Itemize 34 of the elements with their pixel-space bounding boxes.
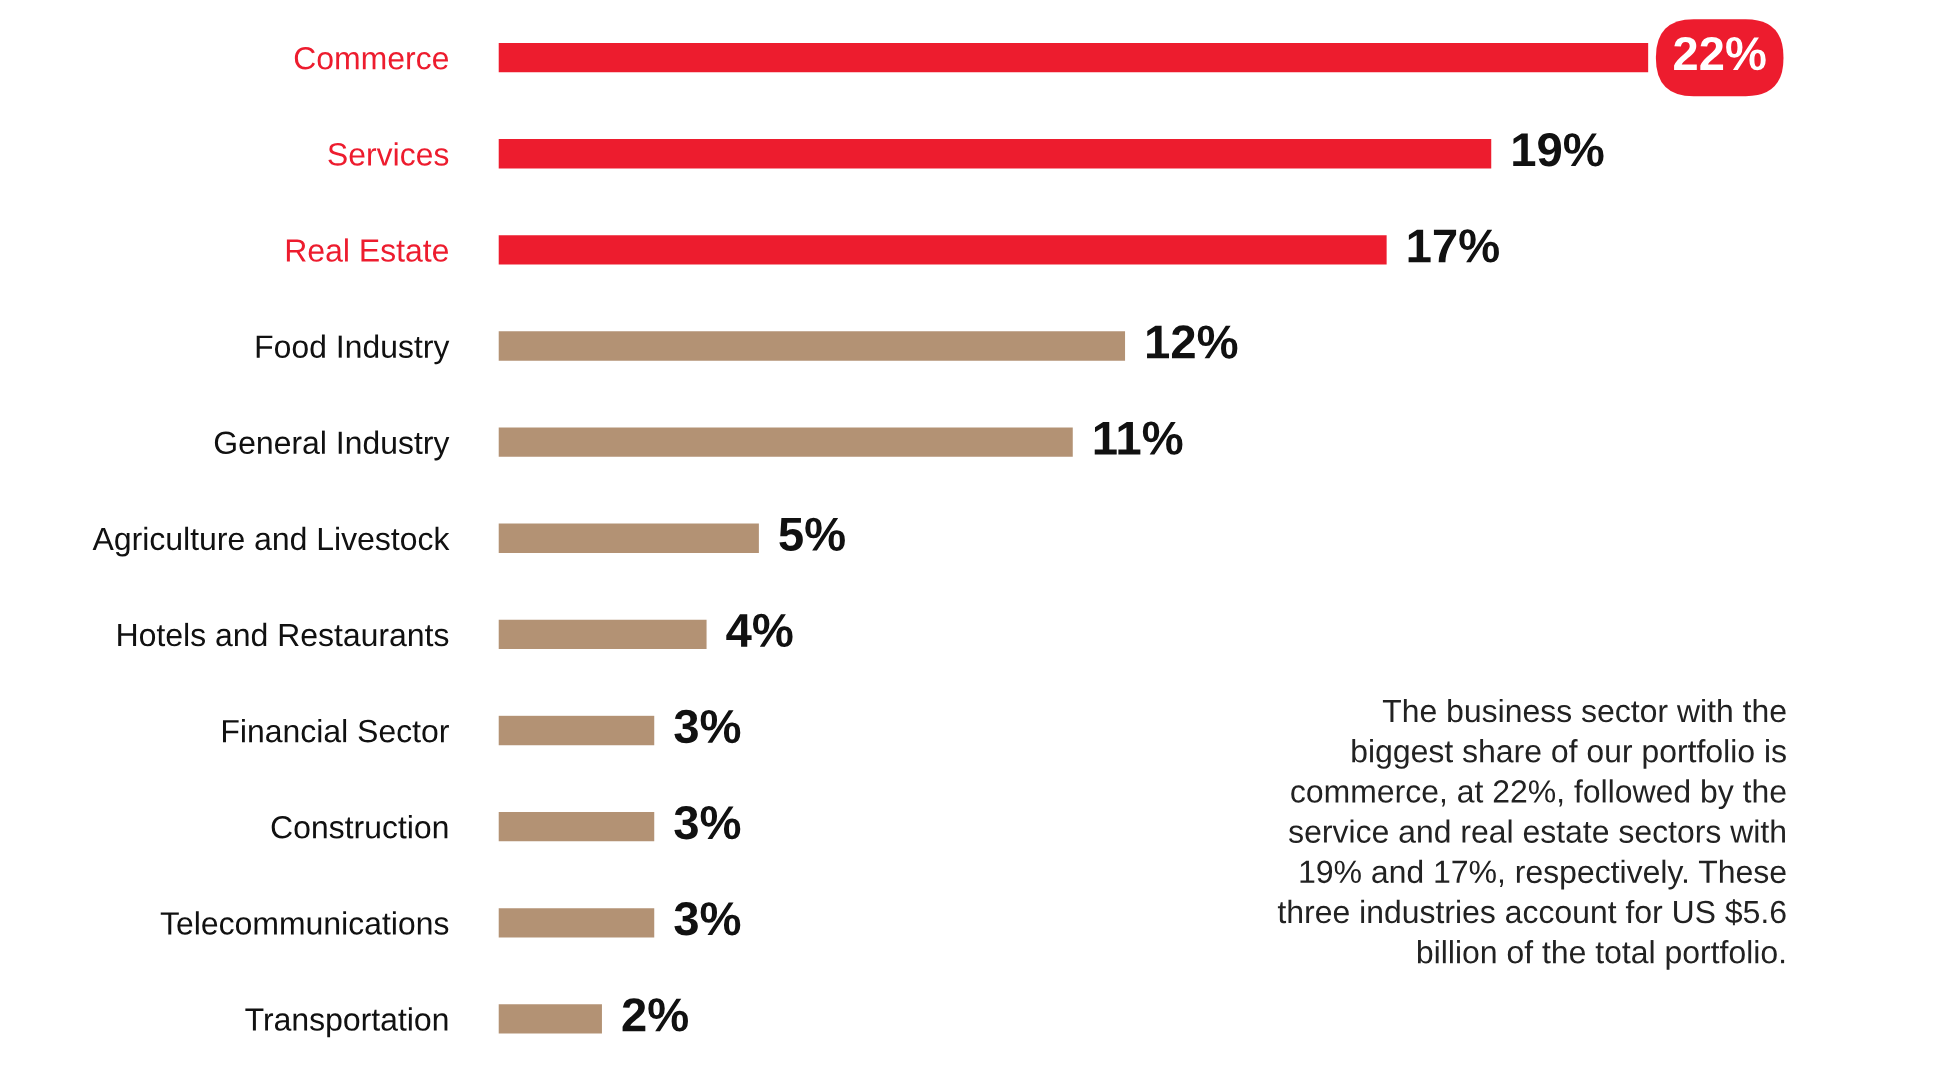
y-tick-label: General Industry — [214, 430, 450, 461]
y-tick-label: Hotels and Restaurants — [118, 622, 449, 647]
data-label: 17% — [1408, 229, 1499, 263]
y-tick-label: Transportation — [245, 1007, 448, 1038]
data-label: 3% — [674, 902, 741, 936]
data-label: 3% — [674, 805, 741, 840]
bar — [498, 906, 656, 939]
bar — [498, 1002, 604, 1036]
data-label: 19% — [1513, 133, 1604, 167]
bar — [498, 137, 1493, 170]
y-tick-label: Telecommunications — [160, 911, 449, 935]
data-label: 22% — [1674, 36, 1766, 71]
data-label: 3% — [674, 709, 741, 744]
y-tick-label: Services — [328, 142, 449, 166]
y-tick-label: Construction — [271, 815, 448, 839]
y-tick-label: Commerce — [294, 46, 448, 70]
data-label: 11% — [1094, 421, 1183, 455]
bar — [498, 618, 708, 651]
bar — [498, 329, 1127, 363]
y-tick-label: Real Estate — [286, 238, 448, 262]
y-tick-label: Financial Sector — [223, 718, 449, 743]
y-tick-label: Agriculture and Livestock — [92, 526, 450, 557]
annotation: The business sector with the biggest share of our portfolio is commerce, at 22%, followed by the service and real estate sectors with 19% and 17%, respectively. These three industries account for US $5.6 billion of the total portfolio. — [1277, 698, 1786, 970]
bar — [498, 810, 656, 843]
data-label: 4% — [726, 613, 793, 648]
bar — [498, 714, 656, 747]
y-tick-label: Food Industry — [256, 334, 450, 365]
data-label: 5% — [779, 517, 845, 551]
data-label: 12% — [1147, 325, 1238, 359]
bar — [498, 522, 761, 555]
bar — [498, 233, 1389, 267]
bar — [498, 426, 1075, 459]
data-label: 2% — [622, 998, 688, 1032]
bar — [498, 41, 1650, 74]
